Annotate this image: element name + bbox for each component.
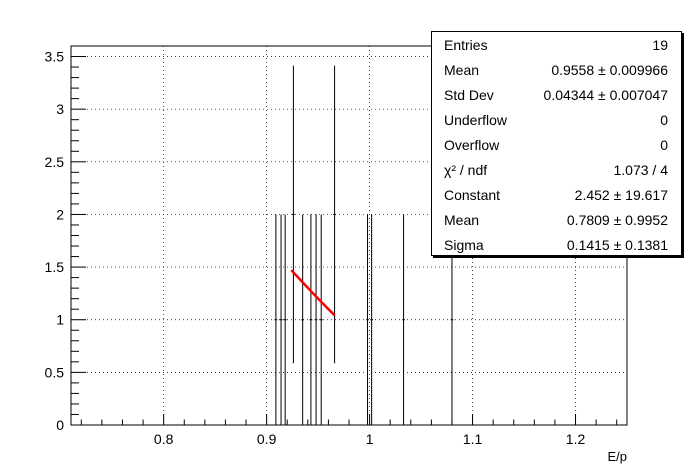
x-tick-label: 0.9: [257, 431, 277, 447]
stat-value: 0.7809 ± 0.9952: [566, 211, 668, 228]
y-tick-label: 1.5: [45, 259, 65, 275]
x-tick-label: 1: [366, 431, 374, 447]
data-point: [333, 65, 336, 364]
grid: [71, 46, 627, 425]
y-tick-label: 1: [56, 312, 64, 328]
stats-box: Entries 19 Mean 0.9558 ± 0.009966 Std Dev 0.0…: [431, 31, 682, 256]
stat-value: 0.1415 ± 0.1381: [566, 236, 668, 253]
stat-label: Std Dev: [444, 86, 494, 103]
stat-row: Constant 2.452 ± 19.617: [432, 182, 681, 207]
fit-layer: [290, 269, 336, 317]
data-point: [314, 214, 318, 425]
y-tick-label: 3.5: [45, 49, 65, 65]
data-point: [402, 214, 405, 425]
stat-value: 0: [660, 111, 668, 128]
stat-value: 2.452 ± 19.617: [574, 186, 668, 203]
data-layer: [274, 65, 454, 425]
stat-label: Underflow: [444, 111, 508, 128]
stat-label: Mean: [444, 211, 480, 228]
stat-label: χ² / ndf: [444, 161, 488, 178]
stat-value: 1.073 / 4: [613, 161, 669, 178]
stat-row: Sigma 0.1415 ± 0.1381: [432, 232, 681, 257]
x-tick-label: 1.2: [566, 431, 586, 447]
stat-row: Mean 0.9558 ± 0.009966: [432, 57, 681, 82]
stat-label: Overflow: [444, 136, 500, 153]
axes: 0.8 0.9 1 1.1 1.2 0 0.5 1 1.5 2 2.5 3 3.5: [45, 45, 618, 447]
stat-value: 0.04344 ± 0.007047: [543, 86, 668, 103]
y-tick-label: 2: [56, 206, 64, 222]
stat-row: χ² / ndf 1.073 / 4: [432, 157, 681, 182]
stat-row: Overflow 0: [432, 132, 681, 157]
data-point: [301, 214, 305, 425]
stat-label: Constant: [444, 186, 501, 203]
stat-row: Underflow 0: [432, 107, 681, 132]
y-tick-label: 2.5: [45, 154, 65, 170]
stat-label: Sigma: [444, 236, 484, 253]
x-axis-title: E/p: [607, 449, 627, 464]
data-point: [283, 214, 287, 425]
data-point: [319, 214, 323, 425]
data-point: [370, 214, 374, 425]
fit-curve: [290, 269, 336, 317]
data-point: [366, 214, 369, 425]
stat-row: Std Dev 0.04344 ± 0.007047: [432, 82, 681, 107]
stat-label: Entries: [444, 36, 488, 53]
y-tick-label: 0.5: [45, 364, 65, 380]
stat-label: Mean: [444, 61, 480, 78]
data-point: [292, 65, 295, 364]
data-point: [274, 214, 278, 425]
stat-value: 0: [660, 136, 668, 153]
y-tick-label: 0: [56, 417, 64, 433]
stat-row: Mean 0.7809 ± 0.9952: [432, 207, 681, 232]
stat-value: 0.9558 ± 0.009966: [551, 61, 668, 78]
x-tick-label: 1.1: [463, 431, 483, 447]
x-tick-label: 0.8: [154, 431, 174, 447]
data-point: [279, 214, 283, 425]
stat-value: 19: [652, 36, 668, 53]
y-tick-label: 3: [56, 101, 64, 117]
data-point: [309, 214, 313, 425]
stat-row: Entries 19: [432, 32, 681, 57]
